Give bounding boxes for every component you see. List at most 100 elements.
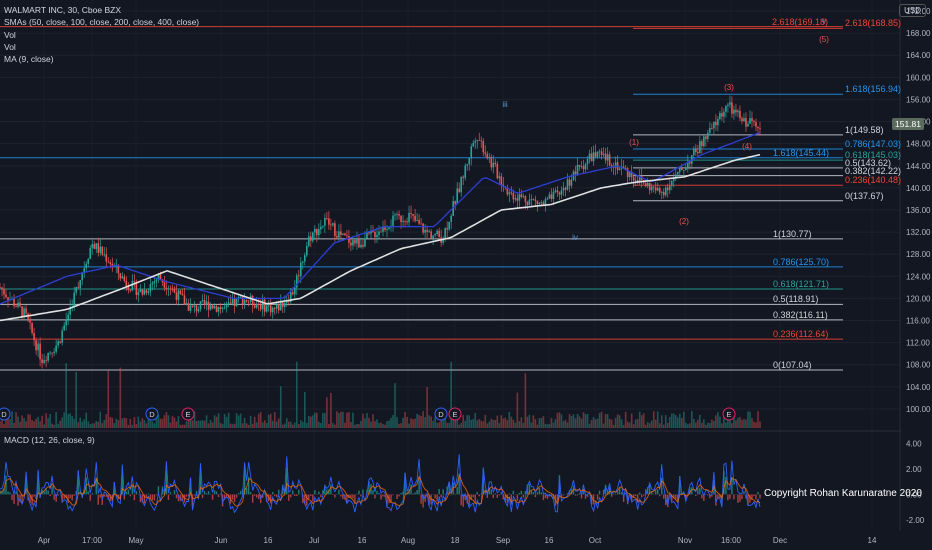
volume-bar <box>111 417 114 428</box>
candle-body <box>49 352 51 354</box>
macd-histogram-bar <box>733 494 735 500</box>
macd-histogram-bar <box>636 494 639 503</box>
candle-body <box>727 104 729 106</box>
chart-grid <box>0 10 900 410</box>
vol-legend-1[interactable]: Vol <box>4 30 16 40</box>
volume-bar <box>312 415 314 428</box>
candle-body <box>366 232 368 239</box>
candle-body <box>65 319 67 326</box>
macd-histogram-bar <box>235 494 238 498</box>
candle-body <box>418 219 420 224</box>
price-axis: 172.00168.00164.00160.00156.00152.00148.… <box>906 7 931 414</box>
macd-histogram-bar <box>231 494 234 500</box>
candle-body <box>548 194 551 199</box>
volume-bar <box>151 421 154 428</box>
ma-legend[interactable]: MA (9, close) <box>4 54 54 64</box>
macd-histogram-bar <box>494 493 497 495</box>
candle-body <box>608 154 611 166</box>
candle-body <box>344 233 346 236</box>
candle-body <box>562 187 565 191</box>
volume-bar <box>618 415 621 428</box>
volume-bar <box>89 424 92 428</box>
volume-bar <box>342 411 344 428</box>
volume-bar <box>408 423 410 428</box>
candle-body <box>576 165 579 175</box>
macd-histogram-bar <box>308 494 310 500</box>
volume-bar <box>285 418 288 428</box>
fib-level-label: 0.382(116.11) <box>773 309 828 320</box>
volume-bar <box>223 413 226 428</box>
candle-body <box>47 352 49 361</box>
currency-button[interactable]: USD <box>899 4 926 17</box>
volume-bar <box>674 415 677 428</box>
volume-bar <box>751 418 753 428</box>
candle-body <box>741 118 743 122</box>
macd-histogram-bar <box>55 494 57 502</box>
volume-bar <box>713 420 715 428</box>
candle-body <box>197 309 200 312</box>
volume-bar <box>687 424 689 428</box>
volume-bar <box>295 361 298 428</box>
macd-histogram-bar <box>622 494 625 502</box>
macd-histogram-bar <box>223 494 226 500</box>
macd-histogram-bar <box>414 492 416 495</box>
event-marker <box>448 407 462 421</box>
macd-histogram-bar <box>103 494 105 497</box>
candle-body <box>109 262 112 265</box>
volume-bar <box>281 424 284 428</box>
macd-histogram-bar <box>634 494 637 496</box>
candle-body <box>273 307 276 309</box>
vol-legend-2[interactable]: Vol <box>4 42 16 52</box>
candle-body <box>147 291 150 293</box>
volume-bar <box>446 422 448 428</box>
volume-bar <box>390 417 392 428</box>
volume-bar <box>486 423 489 428</box>
sma-legend[interactable]: SMAs (50, close, 100, close, 200, close,… <box>4 17 200 27</box>
volume-bar <box>682 411 685 428</box>
candle-body <box>618 168 621 171</box>
volume-bar <box>518 421 521 428</box>
candle-body <box>416 219 418 221</box>
volume-bar <box>464 420 467 428</box>
candle-body <box>516 198 519 201</box>
macd-histogram-bar <box>263 493 266 495</box>
macd-histogram-bar <box>69 494 71 499</box>
volume-bar <box>125 418 128 428</box>
macd-histogram-bar <box>332 494 334 495</box>
candle-body <box>332 223 334 226</box>
price-tick-label: 116.00 <box>906 317 930 326</box>
time-tick-label: 16 <box>545 536 554 545</box>
time-tick-label: Oct <box>589 536 602 545</box>
candle-body <box>364 238 366 247</box>
macd-histogram-bar <box>679 476 681 495</box>
volume-bar <box>526 416 529 428</box>
macd-histogram-bar <box>478 494 480 497</box>
macd-histogram-bar <box>500 492 503 495</box>
macd-histogram-bar <box>707 494 709 496</box>
macd-line <box>0 454 761 514</box>
volume-bar <box>428 415 430 428</box>
candle-body <box>145 290 148 293</box>
candle-body <box>53 351 55 353</box>
volume-bar <box>330 392 332 428</box>
candle-body <box>139 289 142 293</box>
volume-bar <box>638 411 641 428</box>
volume-bar <box>422 411 424 428</box>
candle-body <box>193 305 196 307</box>
volume-bar <box>612 424 615 428</box>
candle-body <box>155 279 158 282</box>
candle-body <box>13 298 15 307</box>
candle-body <box>209 305 212 310</box>
candle-body <box>306 245 308 256</box>
candle-body <box>546 198 549 200</box>
candle-body <box>751 118 753 122</box>
macd-histogram-bar <box>213 490 216 495</box>
macd-legend[interactable]: MACD (12, 26, close, 9) <box>4 435 95 445</box>
volume-bar <box>739 417 741 428</box>
volume-bar <box>598 412 601 428</box>
candle-body <box>594 152 597 157</box>
candle-body <box>326 217 328 219</box>
macd-histogram-bar <box>667 494 669 508</box>
macd-histogram-bar <box>207 491 210 495</box>
